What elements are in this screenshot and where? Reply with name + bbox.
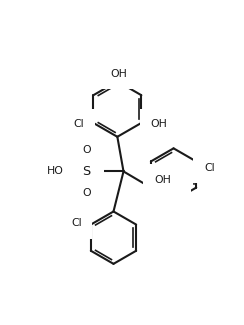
- Text: OH: OH: [154, 175, 171, 185]
- Text: O: O: [82, 188, 91, 198]
- Text: Cl: Cl: [71, 218, 81, 228]
- Text: Cl: Cl: [170, 188, 180, 198]
- Text: HO: HO: [47, 166, 63, 176]
- Text: Cl: Cl: [73, 120, 84, 129]
- Text: OH: OH: [151, 120, 167, 129]
- Text: OH: OH: [111, 69, 127, 79]
- Text: S: S: [82, 165, 91, 178]
- Text: Cl: Cl: [204, 162, 214, 173]
- Text: O: O: [82, 145, 91, 155]
